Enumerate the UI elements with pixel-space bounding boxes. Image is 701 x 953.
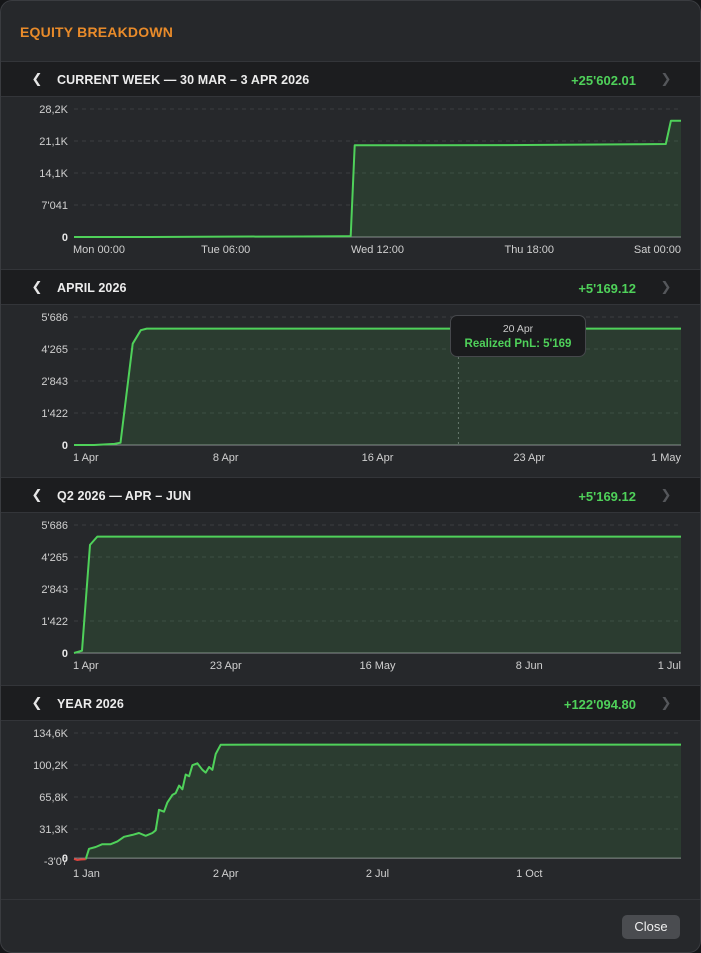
y-tick-label: 134,6K: [33, 728, 69, 740]
section-title: CURRENT WEEK — 30 MAR – 3 APR 2026: [57, 73, 310, 87]
x-tick-label: 1 May: [651, 452, 681, 464]
x-tick-label: Sat 00:00: [634, 244, 681, 256]
y-tick-label: 2'843: [41, 584, 68, 596]
y-tick-label: 14,1K: [39, 168, 68, 180]
dialog-footer: Close: [1, 899, 700, 952]
y-tick-label: 0: [62, 440, 68, 452]
section-title: Q2 2026 — APR – JUN: [57, 489, 192, 503]
section-title: YEAR 2026: [57, 697, 124, 711]
chart-svg: 28,2K 21,1K 14,1K 7'041 0 Mon 00:00 Tue 06:00 W…: [39, 104, 681, 256]
y-tick-label: -3'07: [44, 856, 68, 868]
x-tick-label: 1 Apr: [73, 452, 99, 464]
y-tick-label: 5'686: [41, 520, 68, 532]
section-pnl-value: +25'602.01: [571, 73, 636, 88]
section-week: ❮ CURRENT WEEK — 30 MAR – 3 APR 2026 +25…: [1, 61, 700, 267]
x-tick-label: 2 Jul: [366, 868, 389, 880]
y-tick-label: 5'686: [41, 312, 68, 324]
section-month: ❮ APRIL 2026 +5'169.12 ❯ 5'686 4'265 2'843…: [1, 269, 700, 475]
y-tick-label: 21,1K: [39, 136, 68, 148]
section-pnl-value: +5'169.12: [578, 489, 636, 504]
equity-area: [85, 744, 681, 860]
equity-area: [74, 120, 681, 237]
y-tick-label: 100,2K: [33, 760, 69, 772]
equity-line: [84, 743, 681, 860]
x-tick-label: 23 Apr: [513, 452, 545, 464]
chevron-right-icon[interactable]: ❯: [660, 487, 672, 502]
x-tick-label: 2 Apr: [213, 868, 239, 880]
y-tick-label: 28,2K: [39, 104, 68, 116]
y-tick-label: 1'422: [41, 408, 68, 420]
equity-line-negative: [73, 857, 86, 862]
chart-tooltip: 20 Apr Realized PnL: 5'169: [450, 315, 586, 357]
equity-chart-quarter[interactable]: 5'686 4'265 2'843 1'422 0 1 Apr 23 Apr 16 May 8 …: [1, 513, 700, 683]
y-tick-label: 31,3K: [39, 824, 68, 836]
chevron-left-icon[interactable]: ❮: [31, 71, 43, 86]
chevron-left-icon[interactable]: ❮: [31, 695, 43, 710]
x-tick-label: 1 Oct: [516, 868, 542, 880]
x-tick-label: Tue 06:00: [201, 244, 250, 256]
x-tick-label: Thu 18:00: [504, 244, 554, 256]
chart-svg: 5'686 4'265 2'843 1'422 0 1 Apr 23 Apr 16 May 8 …: [41, 520, 681, 672]
x-tick-label: 1 Jul: [658, 660, 681, 672]
section-header: ❮ YEAR 2026 +122'094.80 ❯: [1, 685, 700, 721]
equity-line: [74, 327, 681, 446]
tooltip-value: Realized PnL: 5'169: [464, 338, 572, 350]
equity-line: [74, 119, 681, 238]
tooltip-date: 20 Apr: [502, 323, 534, 335]
x-tick-label: Mon 00:00: [73, 244, 125, 256]
section-header: ❮ Q2 2026 — APR – JUN +5'169.12 ❯: [1, 477, 700, 513]
chevron-left-icon[interactable]: ❮: [31, 487, 43, 502]
chevron-right-icon[interactable]: ❯: [660, 695, 672, 710]
y-tick-label: 0: [62, 648, 68, 660]
chevron-right-icon[interactable]: ❯: [660, 71, 672, 86]
section-year: ❮ YEAR 2026 +122'094.80 ❯ 134,6K 100,2K 65…: [1, 685, 700, 891]
section-header: ❮ CURRENT WEEK — 30 MAR – 3 APR 2026 +25…: [1, 61, 700, 97]
y-tick-label: 1'422: [41, 616, 68, 628]
x-tick-label: Wed 12:00: [351, 244, 404, 256]
x-tick-label: 1 Apr: [73, 660, 99, 672]
x-tick-label: 8 Apr: [213, 452, 239, 464]
close-button[interactable]: Close: [622, 915, 680, 939]
chart-svg: 134,6K 100,2K 65,8K 31,3K 0-3'07 1 Jan 2 Apr 2 …: [33, 728, 681, 880]
x-tick-label: 8 Jun: [516, 660, 543, 672]
chevron-left-icon[interactable]: ❮: [31, 279, 43, 294]
x-tick-label: 16 May: [359, 660, 396, 672]
y-tick-label: 4'265: [41, 552, 68, 564]
chart-svg: 5'686 4'265 2'843 1'422 0 1 Apr 8 Apr 16 Apr 23 …: [41, 312, 681, 464]
y-tick-label: 0: [62, 232, 68, 244]
x-tick-label: 16 Apr: [362, 452, 394, 464]
equity-chart-week[interactable]: 28,2K 21,1K 14,1K 7'041 0 Mon 00:00 Tue 06:00 W…: [1, 97, 700, 267]
x-tick-label: 1 Jan: [73, 868, 100, 880]
y-tick-label: 65,8K: [39, 792, 68, 804]
y-tick-label: 7'041: [41, 200, 68, 212]
equity-area: [74, 536, 681, 653]
y-tick-label: 2'843: [41, 376, 68, 388]
section-title: APRIL 2026: [57, 281, 127, 295]
section-header: ❮ APRIL 2026 +5'169.12 ❯: [1, 269, 700, 305]
section-quarter: ❮ Q2 2026 — APR – JUN +5'169.12 ❯ 5'686 4…: [1, 477, 700, 683]
y-tick-label: 4'265: [41, 344, 68, 356]
x-tick-label: 23 Apr: [210, 660, 242, 672]
y-tick-label: 0: [62, 853, 68, 865]
dialog-title: EQUITY BREAKDOWN: [20, 24, 174, 40]
section-pnl-value: +5'169.12: [578, 281, 636, 296]
equity-chart-month[interactable]: 5'686 4'265 2'843 1'422 0 1 Apr 8 Apr 16 Apr 23 …: [1, 305, 700, 475]
equity-chart-year[interactable]: 134,6K 100,2K 65,8K 31,3K 0 -3'07 1 Jan 2 Apr 2 …: [1, 721, 700, 891]
equity-line: [73, 535, 681, 654]
chevron-right-icon[interactable]: ❯: [660, 279, 672, 294]
section-pnl-value: +122'094.80: [563, 697, 636, 712]
equity-area: [74, 328, 681, 445]
